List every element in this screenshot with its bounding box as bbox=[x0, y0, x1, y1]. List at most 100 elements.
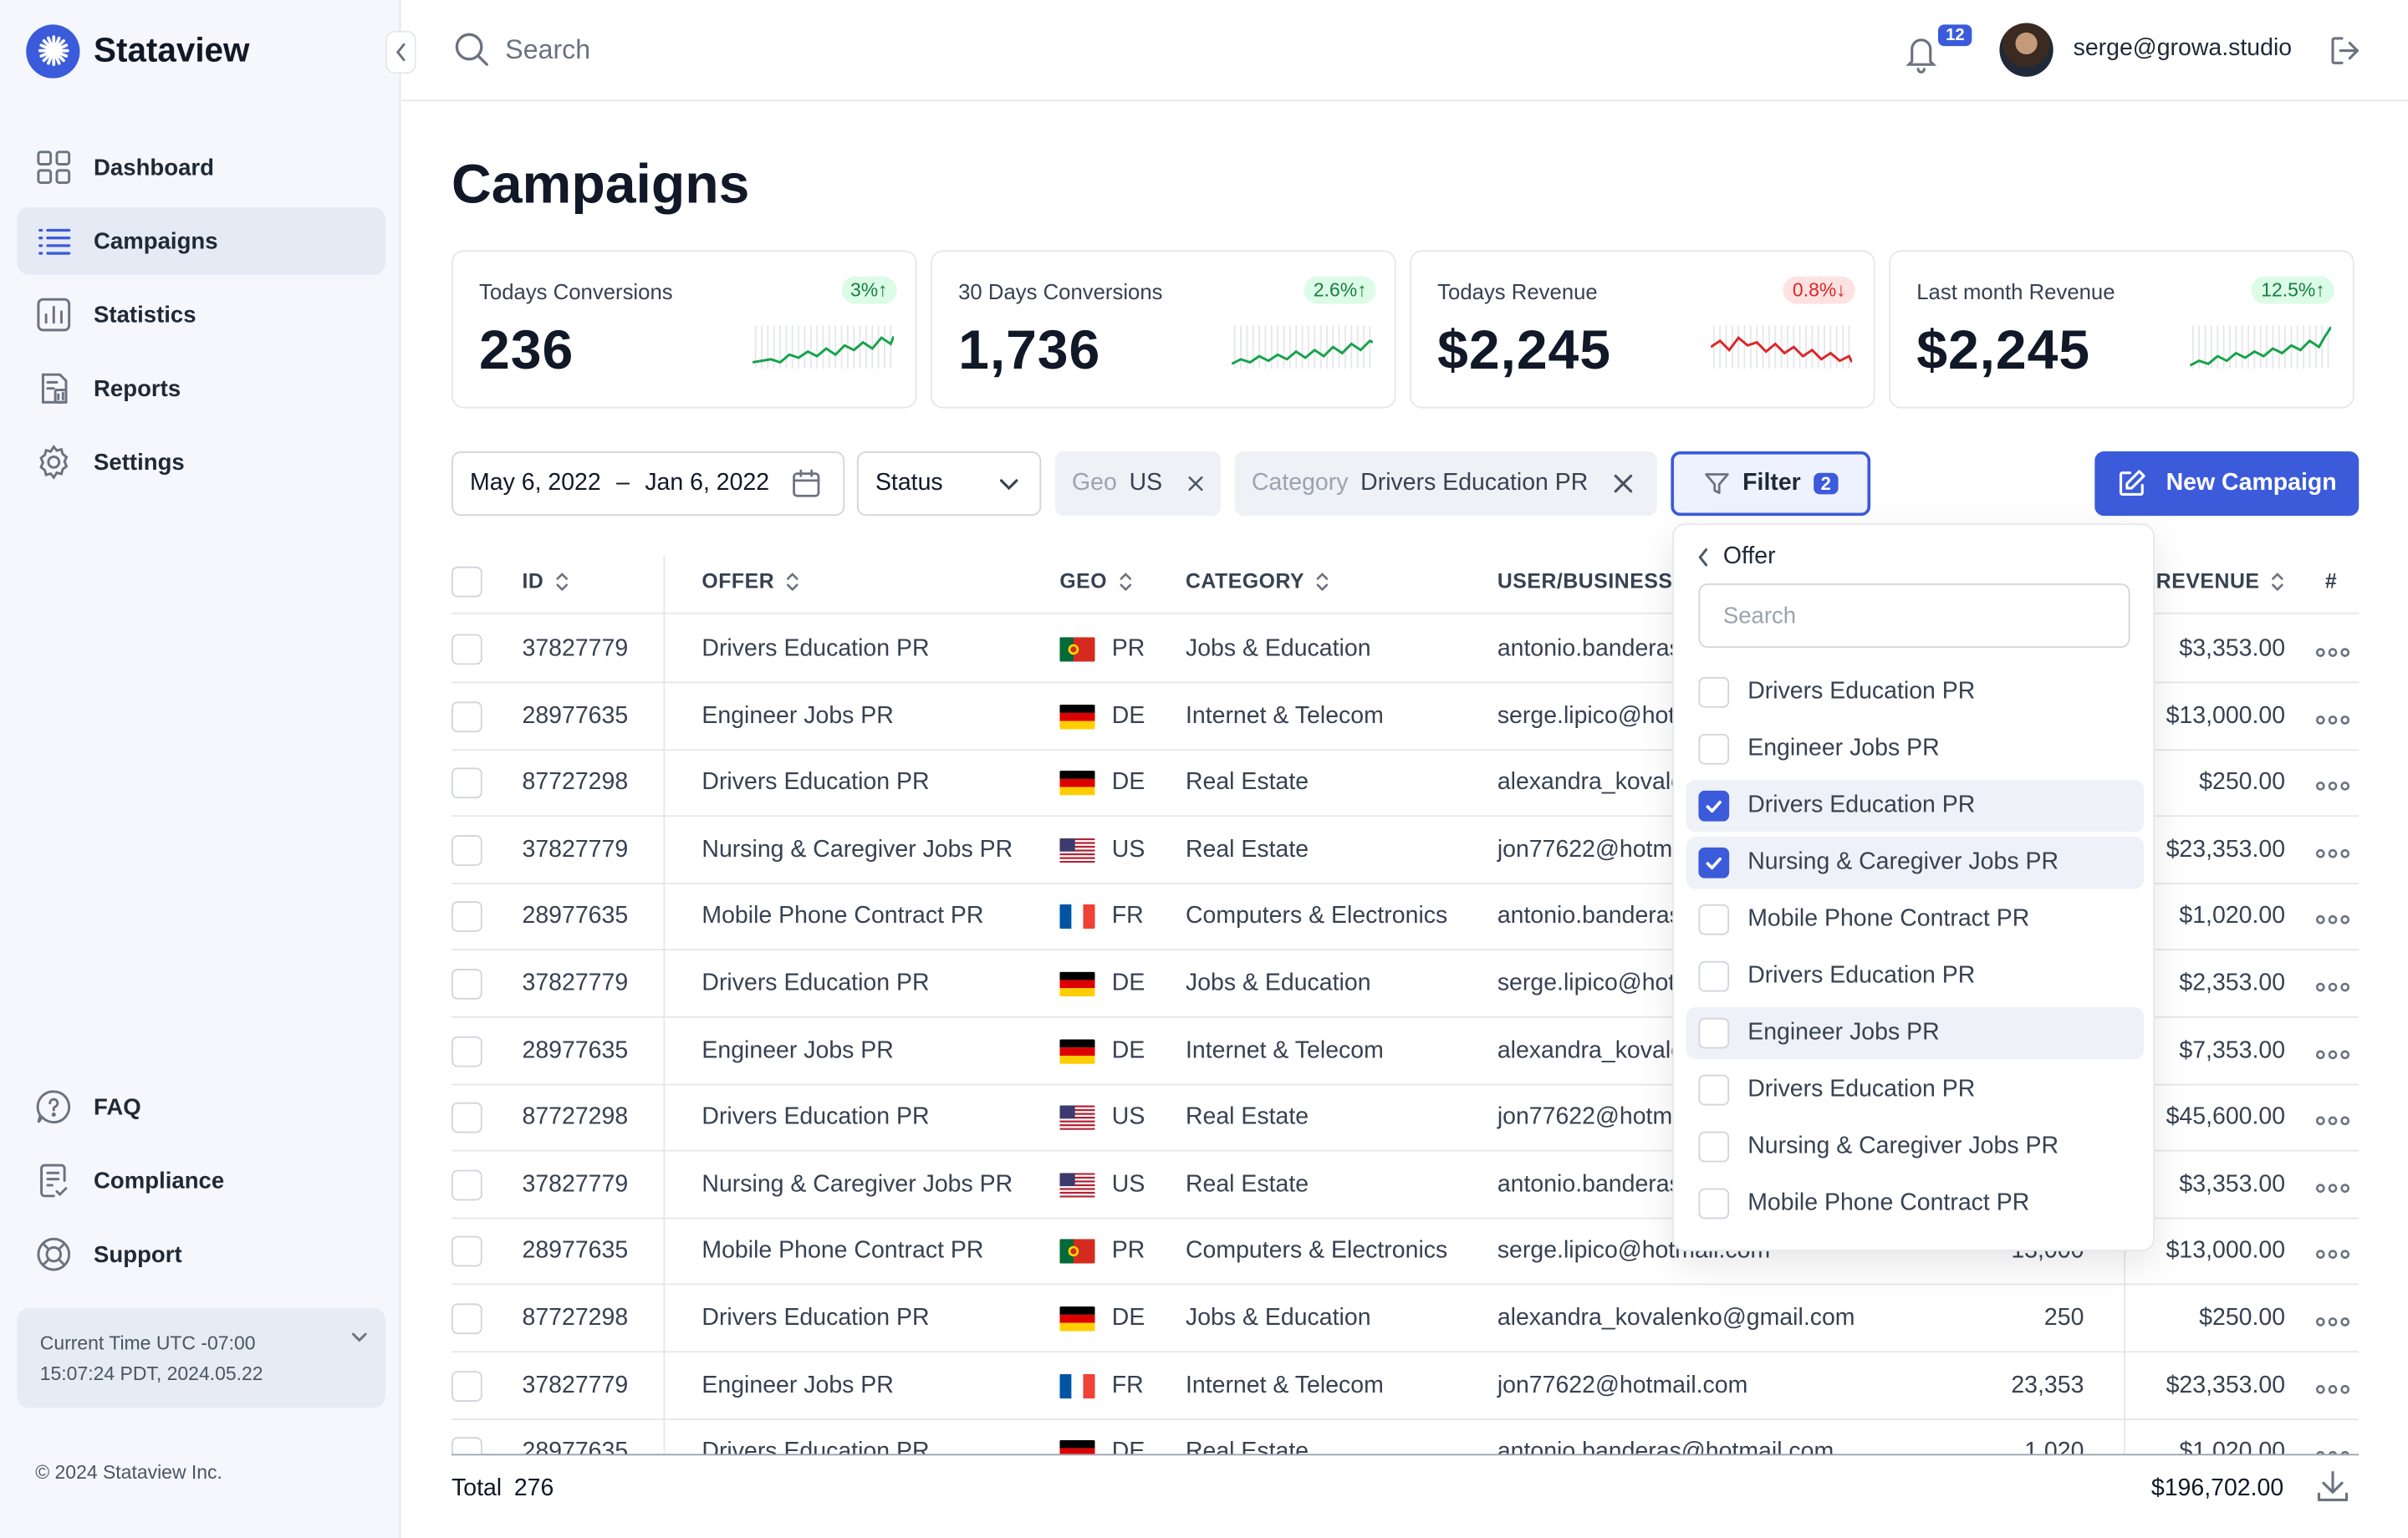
column-header-offer[interactable]: OFFER bbox=[701, 569, 800, 593]
option-checkbox[interactable] bbox=[1698, 960, 1730, 992]
dropdown-search-input[interactable]: Search bbox=[1698, 583, 2130, 649]
column-header-revenue[interactable]: REVENUE bbox=[2156, 569, 2286, 593]
row-checkbox[interactable] bbox=[452, 834, 482, 866]
filter-button[interactable]: Filter 2 bbox=[1671, 451, 1871, 517]
row-checkbox[interactable] bbox=[452, 1169, 482, 1200]
dropdown-option[interactable]: Drivers Education PR bbox=[1686, 666, 2144, 718]
select-all-checkbox[interactable] bbox=[452, 566, 482, 598]
option-checkbox[interactable] bbox=[1698, 1074, 1730, 1106]
option-checkbox[interactable] bbox=[1698, 1017, 1730, 1049]
status-select[interactable]: Status bbox=[856, 451, 1042, 517]
more-options-icon[interactable] bbox=[2315, 982, 2350, 992]
dropdown-option[interactable]: Drivers Education PR bbox=[1686, 1064, 2144, 1116]
more-options-icon[interactable] bbox=[2315, 1317, 2350, 1327]
sidebar-item-dashboard[interactable]: Dashboard bbox=[17, 134, 385, 201]
option-checkbox[interactable] bbox=[1698, 1131, 1730, 1163]
more-options-icon[interactable] bbox=[2315, 782, 2350, 792]
row-checkbox[interactable] bbox=[452, 901, 482, 933]
more-options-icon[interactable] bbox=[2315, 648, 2350, 657]
bell-icon[interactable] bbox=[1903, 31, 1940, 74]
date-range-picker[interactable]: May 6, 2022 – Jan 6, 2022 bbox=[452, 451, 845, 517]
dropdown-option[interactable]: Engineer Jobs PR bbox=[1686, 723, 2144, 775]
sidebar-item-support[interactable]: Support bbox=[17, 1220, 385, 1288]
logout-icon[interactable] bbox=[2328, 33, 2361, 67]
option-checkbox[interactable] bbox=[1698, 847, 1730, 878]
column-header-user[interactable]: USER/BUSINESS bbox=[1497, 569, 1673, 593]
sidebar-item-label: Reports bbox=[94, 375, 181, 402]
close-icon[interactable] bbox=[1613, 473, 1635, 495]
more-options-icon[interactable] bbox=[2315, 1116, 2350, 1126]
close-icon[interactable] bbox=[1187, 473, 1204, 495]
cell-geo: PR bbox=[1111, 1238, 1145, 1265]
timezone-label: Current Time UTC -07:00 bbox=[39, 1332, 256, 1355]
filter-label: Filter bbox=[1742, 470, 1801, 497]
row-checkbox[interactable] bbox=[452, 968, 482, 1000]
total-label: Total bbox=[452, 1475, 503, 1502]
more-options-icon[interactable] bbox=[2316, 1451, 2349, 1455]
dropdown-back[interactable]: Offer bbox=[1696, 543, 1776, 571]
table-row[interactable]: 37827779 Drivers Education PR PR Jobs & Edu… bbox=[452, 616, 2360, 684]
row-checkbox[interactable] bbox=[452, 634, 482, 665]
geo-filter-chip[interactable]: Geo US bbox=[1054, 451, 1222, 517]
more-options-icon[interactable] bbox=[2315, 915, 2350, 925]
option-checkbox[interactable] bbox=[1698, 733, 1730, 765]
collapse-sidebar-button[interactable] bbox=[385, 30, 416, 74]
dropdown-option[interactable]: Engineer Jobs PR bbox=[1686, 1006, 2145, 1060]
option-checkbox[interactable] bbox=[1698, 1188, 1730, 1220]
table-row[interactable]: 28977635 Mobile Phone Contract PR FR Comput… bbox=[452, 884, 2360, 951]
row-checkbox[interactable] bbox=[452, 1303, 482, 1335]
sidebar-item-statistics[interactable]: Statistics bbox=[17, 281, 385, 349]
new-campaign-button[interactable]: New Campaign bbox=[2094, 451, 2360, 517]
row-checkbox[interactable] bbox=[452, 1370, 482, 1402]
row-checkbox[interactable] bbox=[452, 1236, 482, 1268]
more-options-icon[interactable] bbox=[2315, 715, 2350, 725]
more-options-icon[interactable] bbox=[2315, 1049, 2350, 1059]
check-icon bbox=[1706, 857, 1722, 870]
row-checkbox[interactable] bbox=[452, 700, 482, 732]
cell-geo: DE bbox=[1111, 1439, 1145, 1456]
user-email[interactable]: serge@growa.studio bbox=[2073, 35, 2293, 62]
column-header-label: USER/BUSINESS bbox=[1497, 569, 1673, 593]
cell-revenue: $23,353.00 bbox=[2166, 836, 2286, 863]
row-checkbox[interactable] bbox=[452, 1437, 482, 1454]
brand[interactable]: Stataview bbox=[26, 23, 249, 79]
option-checkbox[interactable] bbox=[1698, 790, 1730, 822]
dropdown-option[interactable]: Drivers Education PR bbox=[1686, 950, 2144, 1002]
column-header-id[interactable]: ID bbox=[522, 569, 569, 593]
cell-category: Real Estate bbox=[1185, 1171, 1309, 1198]
current-time-panel[interactable]: Current Time UTC -07:00 15:07:24 PDT, 20… bbox=[17, 1307, 386, 1408]
table-row[interactable]: 28977635 Drivers Education PR DE Real Estat… bbox=[452, 1418, 2359, 1456]
table-row[interactable]: 37827779 Engineer Jobs PR FR Internet & Tel… bbox=[452, 1352, 2360, 1420]
cell-geo: PR bbox=[1111, 635, 1145, 662]
dropdown-option[interactable]: Mobile Phone Contract PR bbox=[1686, 1178, 2144, 1230]
option-label: Drivers Education PR bbox=[1747, 962, 1976, 989]
category-filter-chip[interactable]: Category Drivers Education PR bbox=[1234, 451, 1657, 517]
download-icon[interactable] bbox=[2316, 1468, 2349, 1505]
dropdown-option[interactable]: Nursing & Caregiver Jobs PR bbox=[1686, 1121, 2144, 1173]
more-options-icon[interactable] bbox=[2315, 1384, 2350, 1393]
table-row[interactable]: 87727298 Drivers Education PR DE Jobs & Edu… bbox=[452, 1285, 2360, 1353]
sidebar-item-reports[interactable]: Reports bbox=[17, 354, 385, 422]
more-options-icon[interactable] bbox=[2315, 1250, 2350, 1260]
search-input[interactable]: Search bbox=[453, 31, 590, 68]
more-options-icon[interactable] bbox=[2315, 848, 2350, 858]
avatar[interactable] bbox=[1999, 23, 2053, 77]
sidebar-item-settings[interactable]: Settings bbox=[17, 428, 385, 496]
sidebar-item-compliance[interactable]: Compliance bbox=[17, 1147, 385, 1215]
table-header: ID OFFER GEO CATEGORY USER/BUSINESS REVE… bbox=[452, 550, 2360, 614]
option-checkbox[interactable] bbox=[1698, 677, 1730, 708]
column-header-geo[interactable]: GEO bbox=[1059, 569, 1133, 593]
sidebar-item-faq[interactable]: FAQ bbox=[17, 1073, 385, 1141]
column-header-category[interactable]: CATEGORY bbox=[1186, 569, 1330, 593]
dropdown-option[interactable]: Nursing & Caregiver Jobs PR bbox=[1686, 837, 2145, 889]
dropdown-option[interactable]: Drivers Education PR bbox=[1686, 780, 2145, 833]
row-checkbox[interactable] bbox=[452, 1036, 482, 1067]
option-checkbox[interactable] bbox=[1698, 904, 1730, 935]
dropdown-option[interactable]: Mobile Phone Contract PR bbox=[1686, 894, 2144, 945]
list-icon bbox=[38, 228, 71, 255]
chip-key: Geo bbox=[1072, 470, 1117, 497]
row-checkbox[interactable] bbox=[452, 767, 482, 799]
sidebar-item-campaigns[interactable]: Campaigns bbox=[17, 206, 386, 275]
more-options-icon[interactable] bbox=[2315, 1183, 2350, 1193]
row-checkbox[interactable] bbox=[452, 1103, 482, 1133]
